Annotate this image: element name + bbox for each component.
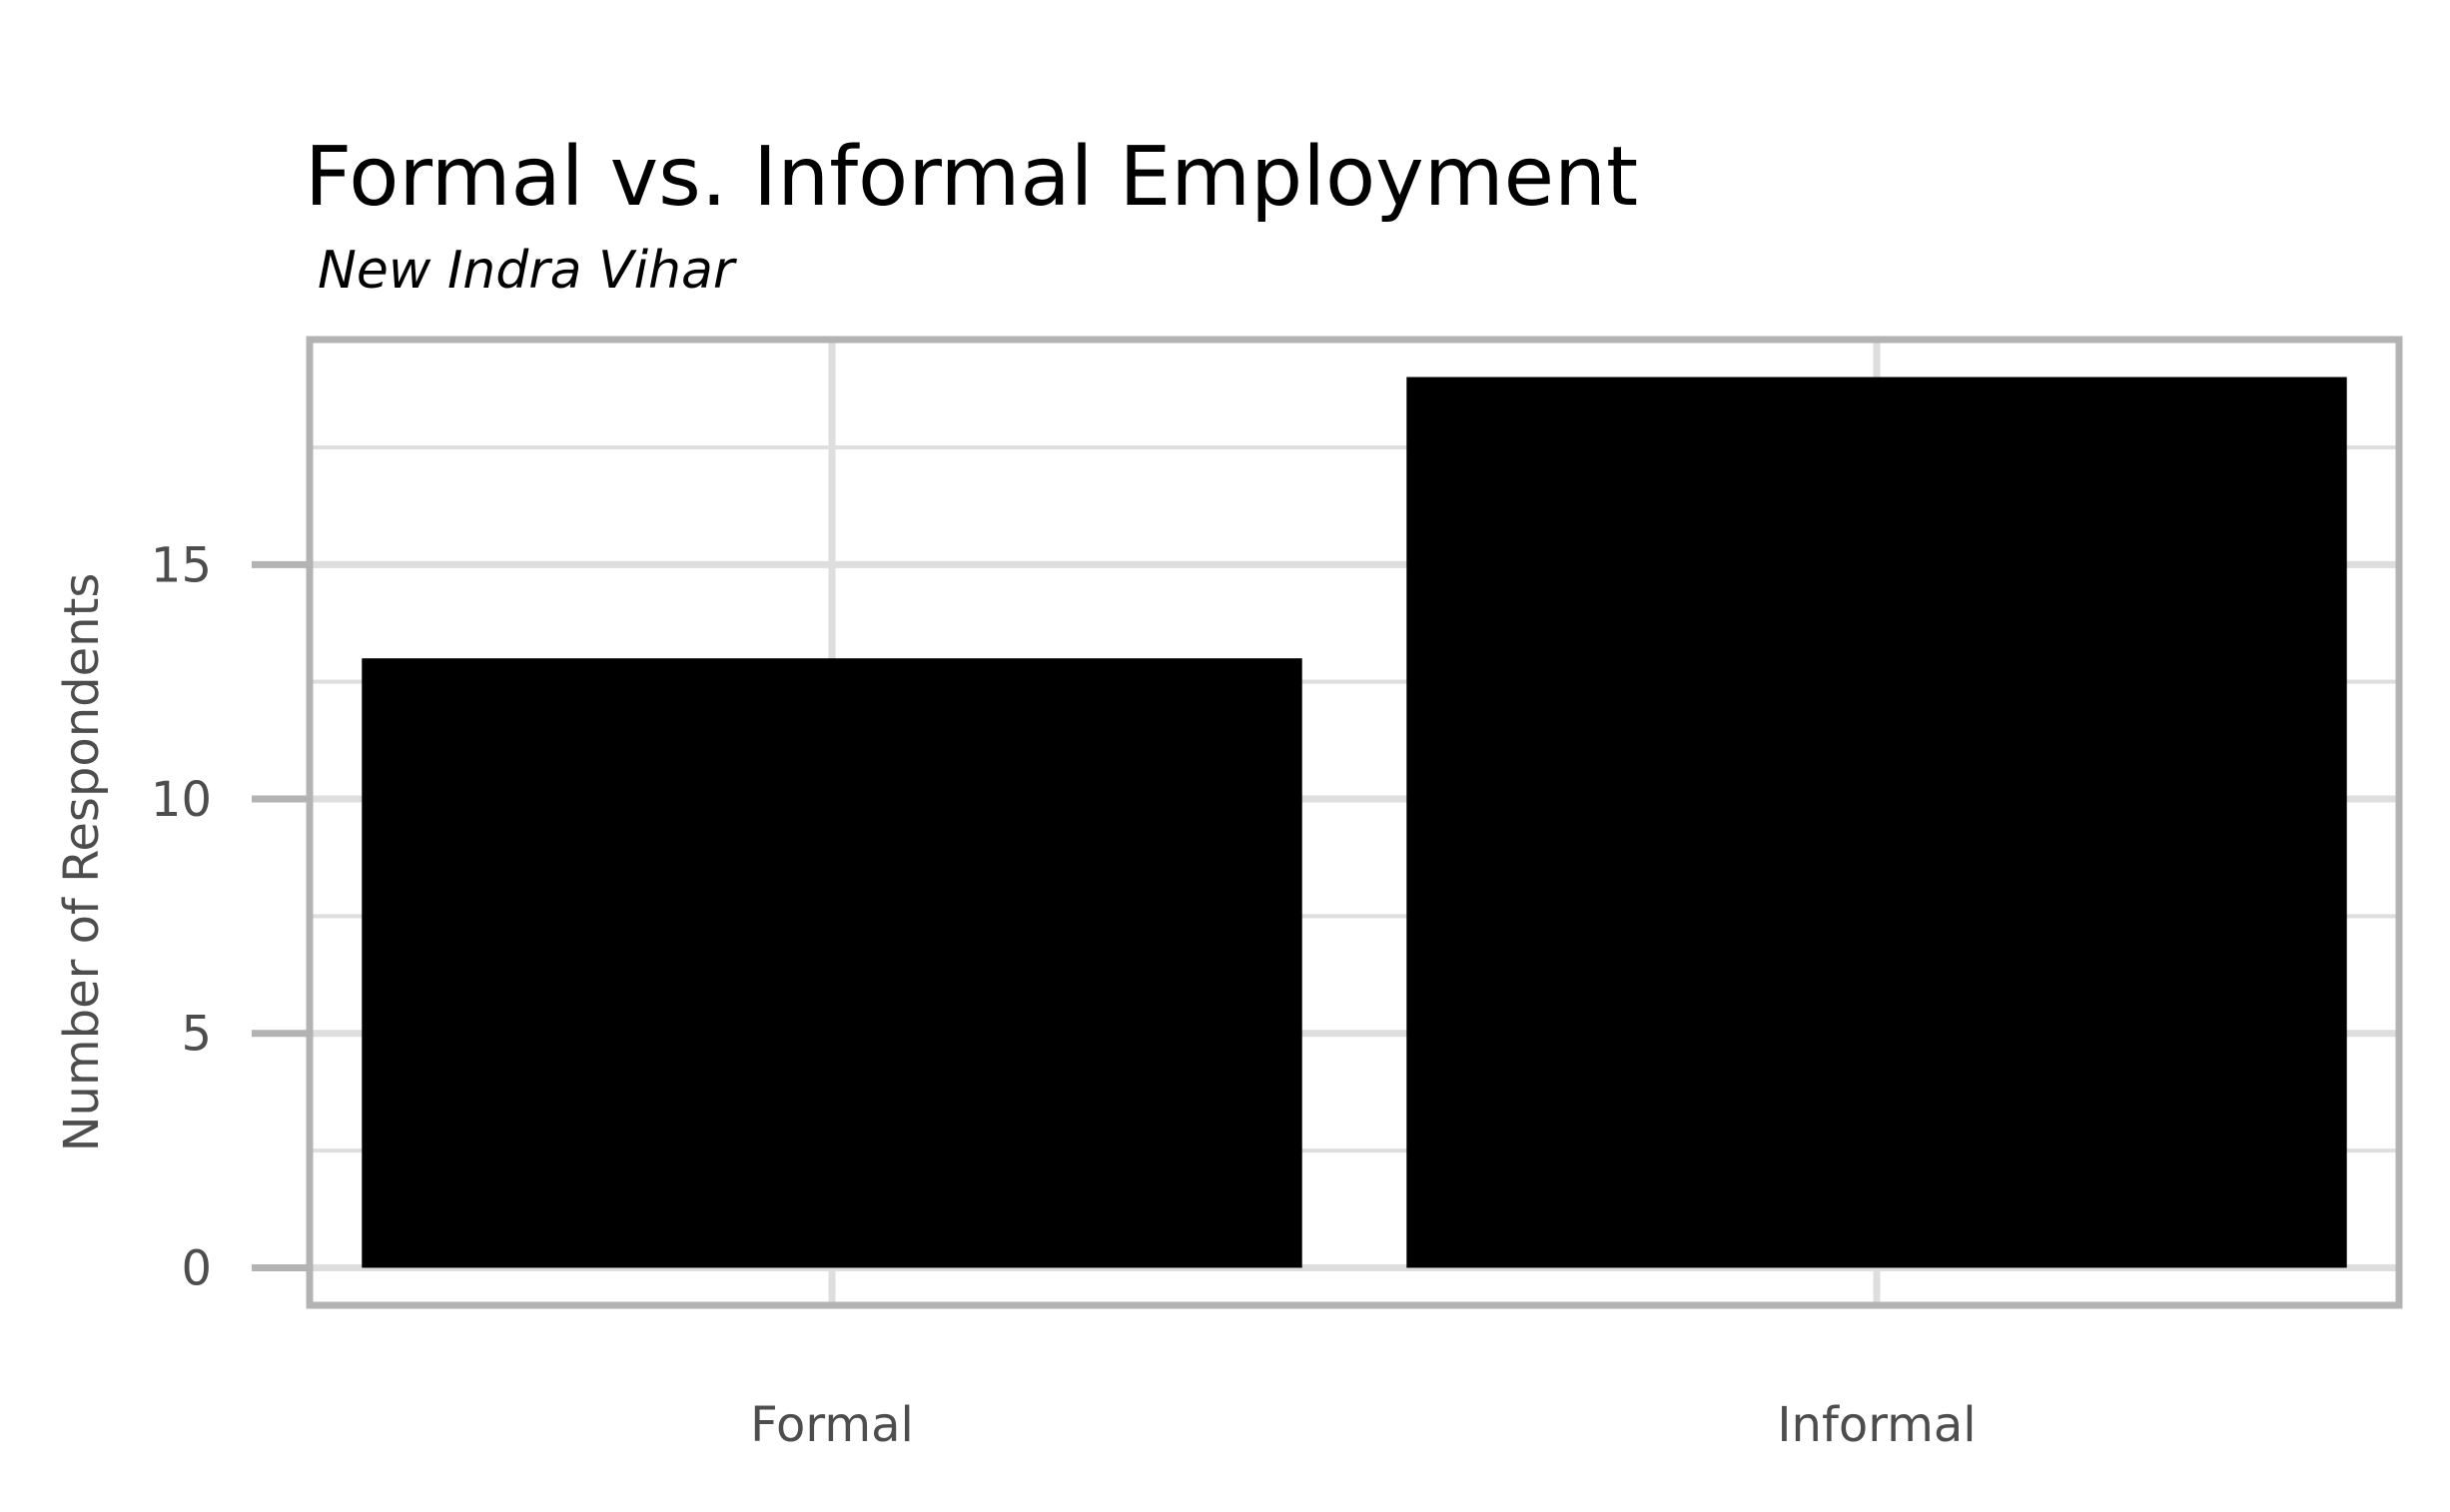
x-tick-label: Informal [1777,1397,1976,1453]
y-tick-label: 15 [151,537,212,593]
panel-border [306,336,2403,1309]
chart-subtitle: New Indra Vihar [318,241,738,301]
y-axis-title: Number of Respondents [54,573,110,1152]
y-tick-label: 10 [151,772,212,828]
bar-informal [1406,377,2347,1268]
y-tick-label: 0 [181,1240,212,1296]
y-tick-label: 5 [181,1007,212,1063]
x-tick-label: Formal [750,1397,914,1453]
x-axis-labels: Formal Informal [750,1397,1976,1453]
chart-title: Formal vs. Informal Employment [305,130,1638,225]
y-axis-ticks: 0 5 10 15 [151,537,310,1296]
bar-formal [362,658,1302,1268]
bars [362,377,2347,1268]
